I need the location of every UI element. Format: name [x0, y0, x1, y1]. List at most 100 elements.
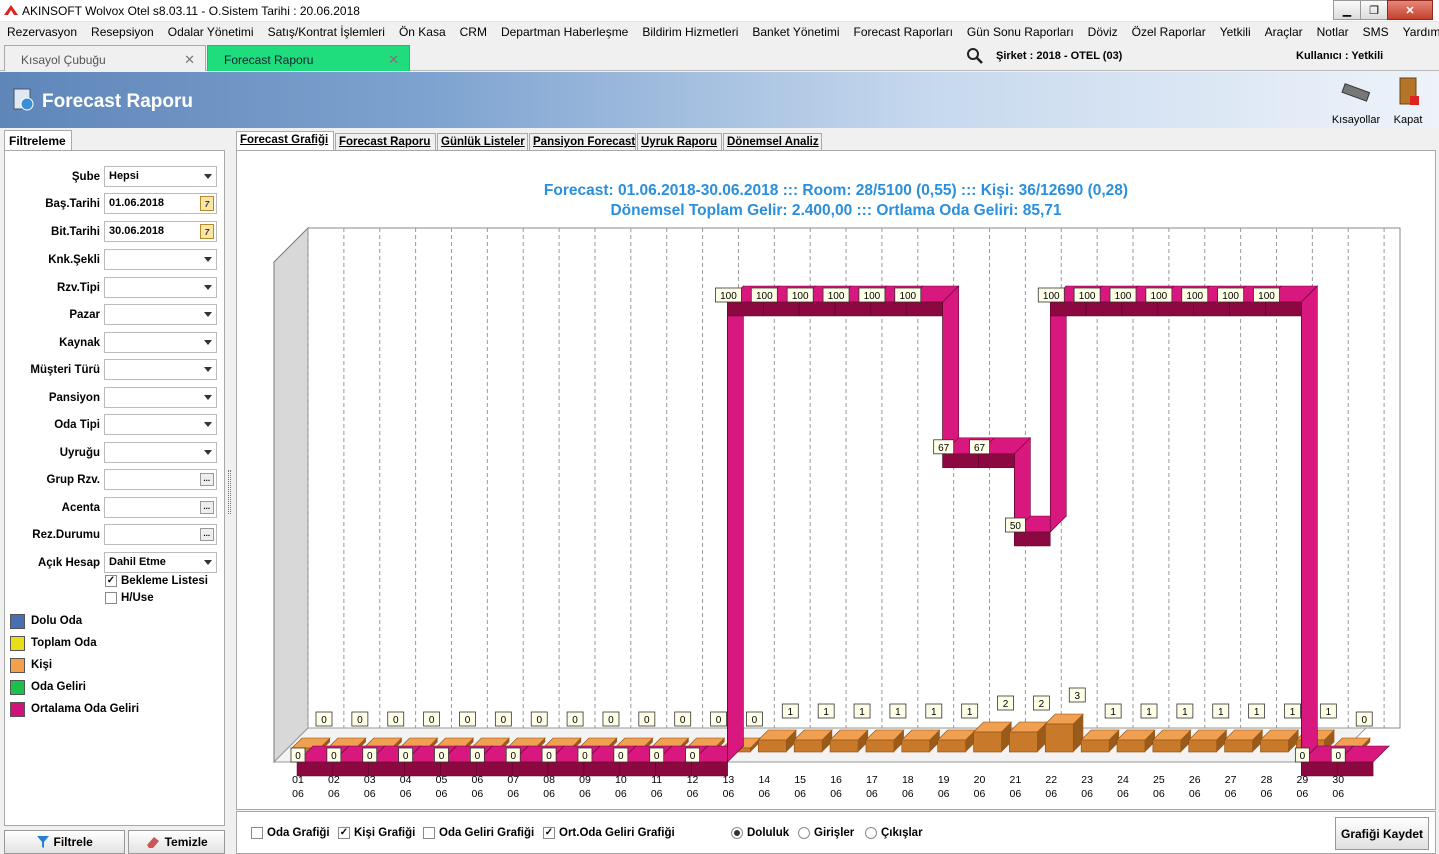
tab-report-4[interactable]: Uyruk Raporu — [637, 133, 722, 152]
pazar-select[interactable] — [104, 304, 217, 325]
x-tick-label-day: 19 — [938, 774, 950, 786]
girisler-radio[interactable]: Girişler — [798, 827, 854, 839]
h-use-checkbox[interactable]: H/Use — [105, 591, 154, 605]
panel-splitter[interactable] — [228, 470, 231, 514]
ort-oda-geliri-grafigi-checkbox[interactable]: ✓ Ort.Oda Geliri Grafiği — [543, 827, 675, 839]
chevron-down-icon — [204, 367, 212, 372]
search-icon[interactable] — [966, 47, 984, 65]
tab-filtreleme[interactable]: Filtreleme — [4, 130, 72, 151]
menu-item-0[interactable]: Rezervasyon — [7, 25, 78, 39]
menu-item-16[interactable]: SMS — [1362, 25, 1389, 39]
menu-item-6[interactable]: Departman Haberleşme — [500, 25, 629, 39]
menu-item-17[interactable]: Yardım — [1402, 25, 1439, 39]
tab-report-2[interactable]: Günlük Listeler — [437, 133, 528, 152]
x-tick-label-day: 02 — [328, 774, 340, 786]
restore-button[interactable]: ❐ — [1360, 0, 1388, 20]
menu-item-10[interactable]: Gün Sonu Raporları — [966, 25, 1074, 39]
menu-item-13[interactable]: Yetkili — [1219, 25, 1251, 39]
cikislar-radio[interactable]: Çıkışlar — [865, 827, 923, 839]
menu-item-8[interactable]: Banket Yönetimi — [752, 25, 840, 39]
rez-durumu-field[interactable]: ... — [104, 524, 217, 545]
kisi-bar-side — [1145, 730, 1156, 752]
menu-item-11[interactable]: Döviz — [1087, 25, 1118, 39]
end-date-field[interactable]: 30.06.2018 7 — [104, 221, 217, 242]
menu-item-12[interactable]: Özel Raporlar — [1131, 25, 1206, 39]
close-page-button[interactable]: Kapat — [1382, 76, 1434, 126]
clear-button[interactable]: Temizle — [128, 830, 225, 854]
pansiyon-select[interactable] — [104, 387, 217, 408]
uyrugu-select[interactable] — [104, 442, 217, 463]
menu-item-15[interactable]: Notlar — [1316, 25, 1349, 39]
x-tick-label-day: 22 — [1045, 774, 1057, 786]
kisi-bar — [1116, 739, 1146, 753]
x-tick-label-month: 06 — [1010, 788, 1022, 800]
ellipsis-icon[interactable]: ... — [200, 501, 214, 514]
x-tick-label-month: 06 — [758, 788, 770, 800]
avg-data-label-box — [290, 747, 306, 763]
start-date-field[interactable]: 01.06.2018 7 — [104, 193, 217, 214]
save-chart-button[interactable]: Grafiği Kaydet — [1335, 817, 1429, 850]
menu-item-14[interactable]: Araçlar — [1264, 25, 1303, 39]
ellipsis-icon[interactable]: ... — [200, 473, 214, 486]
tab-close-icon[interactable]: ✕ — [388, 52, 399, 67]
close-window-button[interactable]: ✕ — [1387, 0, 1433, 20]
avg-data-label: 67 — [938, 443, 950, 454]
menu-item-7[interactable]: Bildirim Hizmetleri — [642, 25, 739, 39]
tab-forecast-raporu[interactable]: Forecast Raporu ✕ — [207, 45, 410, 71]
oda-grafigi-checkbox[interactable]: Oda Grafiği — [251, 827, 330, 839]
x-tick-label-month: 06 — [830, 788, 842, 800]
avg-data-label-box — [1145, 287, 1173, 303]
avg-line-face — [1050, 301, 1087, 317]
x-tick-label-month: 06 — [1081, 788, 1093, 800]
kisi-grafigi-checkbox[interactable]: ✓ Kişi Grafiği — [338, 827, 416, 839]
ellipsis-icon[interactable]: ... — [200, 528, 214, 541]
avg-data-label: 0 — [403, 751, 409, 762]
menu-item-5[interactable]: CRM — [459, 25, 487, 39]
kisi-data-label-box — [889, 703, 907, 719]
avg-line-face — [727, 301, 764, 317]
filter-bas-tarihi: Baş.Tarihi 01.06.2018 7 — [5, 193, 226, 215]
bekleme-listesi-checkbox[interactable]: ✓ Bekleme Listesi — [105, 575, 208, 587]
knk-sekli-select[interactable] — [104, 249, 217, 270]
calendar-icon[interactable]: 7 — [200, 224, 214, 239]
tab-report-1[interactable]: Forecast Raporu — [335, 133, 436, 152]
kisi-bar-side — [1252, 730, 1263, 752]
oda-geliri-grafigi-checkbox[interactable]: Oda Geliri Grafiği — [423, 827, 534, 839]
menu-item-9[interactable]: Forecast Raporları — [853, 25, 953, 39]
tab-report-3[interactable]: Pansiyon Forecast — [529, 133, 636, 152]
avg-data-label-box — [750, 287, 778, 303]
calendar-icon[interactable]: 7 — [200, 196, 214, 211]
grup-rzv-field[interactable]: ... — [104, 469, 217, 490]
tab-kisayol-cubugu[interactable]: Kısayol Çubuğu ✕ — [4, 45, 206, 71]
sube-select[interactable]: Hepsi — [104, 166, 217, 187]
doluluk-radio[interactable]: Doluluk — [731, 827, 789, 839]
acik-hesap-select[interactable]: Dahil Etme — [104, 552, 217, 573]
oda-tipi-select[interactable] — [104, 414, 217, 435]
musteri-turu-select[interactable] — [104, 359, 217, 380]
tab-report-0[interactable]: Forecast Grafiği — [236, 131, 334, 152]
menu-item-4[interactable]: Ön Kasa — [398, 25, 446, 39]
x-tick-label-month: 06 — [1045, 788, 1057, 800]
minimize-button[interactable]: ▁ — [1333, 0, 1361, 20]
filter-button[interactable]: Filtrele — [4, 830, 125, 854]
tab-close-icon[interactable]: ✕ — [184, 52, 195, 67]
menu-item-2[interactable]: Odalar Yönetimi — [167, 25, 254, 39]
avg-data-label-box — [933, 439, 955, 455]
legend-label: Toplam Oda — [31, 637, 97, 649]
tab-report-5[interactable]: Dönemsel Analiz — [723, 133, 822, 152]
kaynak-select[interactable] — [104, 332, 217, 353]
acenta-field[interactable]: ... — [104, 497, 217, 518]
kisi-data-label-box — [494, 711, 512, 727]
shortcuts-label: Kısayollar — [1331, 114, 1381, 126]
kisi-data-label: 0 — [501, 715, 507, 726]
rzv-tipi-select[interactable] — [104, 277, 217, 298]
window-title: AKINSOFT Wolvox Otel s8.03.11 - O.Sistem… — [22, 4, 360, 18]
menu-item-1[interactable]: Resepsiyon — [91, 25, 154, 39]
shortcuts-button[interactable]: Kısayollar — [1330, 76, 1382, 126]
menu-item-3[interactable]: Satış/Kontrat İşlemleri — [267, 25, 385, 39]
avg-line-face — [834, 301, 872, 317]
filter-uyrugu: Uyruğu — [5, 442, 226, 464]
x-tick-label-month: 06 — [1117, 788, 1129, 800]
tab-label: Forecast Raporu — [224, 53, 314, 67]
avg-data-label: 0 — [295, 751, 301, 762]
